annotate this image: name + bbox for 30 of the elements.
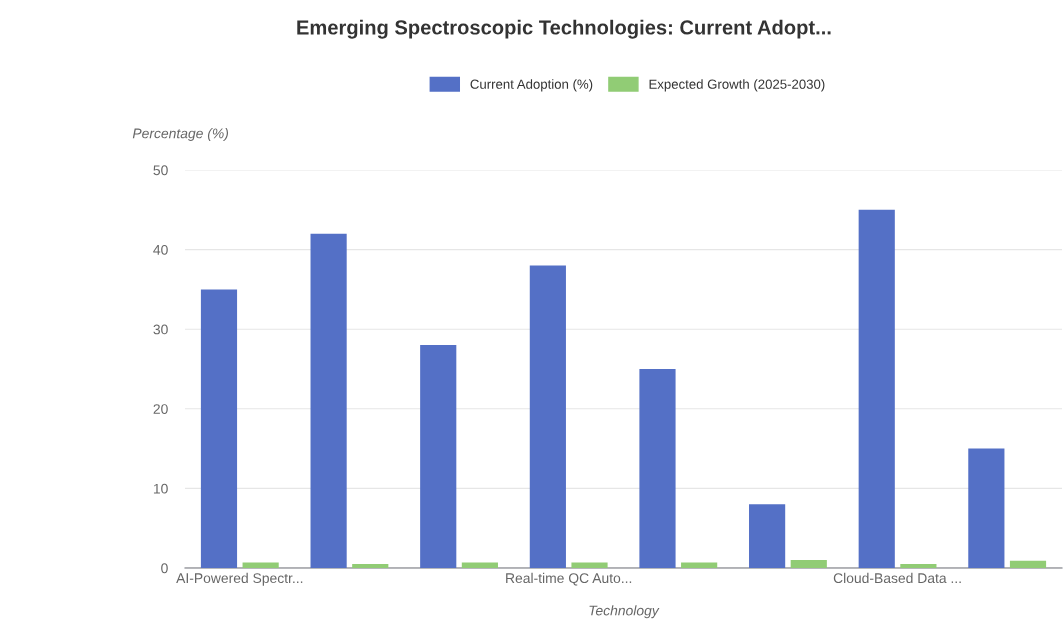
- bar: [242, 562, 279, 568]
- legend-label: Expected Growth (2025-2030): [649, 79, 825, 92]
- bar: [900, 564, 937, 568]
- bar: [420, 345, 457, 568]
- x-axis-title: Technology: [589, 605, 660, 619]
- x-tick-label: Cloud-Based Data ...: [833, 572, 961, 584]
- bar: [858, 209, 895, 568]
- chart-title: Emerging Spectroscopic Technologies: Current Adopt...: [297, 19, 831, 39]
- bar: [968, 448, 1005, 568]
- bar: [790, 560, 827, 568]
- bar: [1009, 560, 1047, 568]
- y-tick-label: 0: [161, 563, 168, 574]
- bar: [461, 562, 498, 568]
- y-tick-label: 40: [153, 244, 168, 255]
- bar: [200, 289, 238, 568]
- bar: [352, 564, 389, 568]
- legend-label: Current Adoption (%): [470, 79, 593, 92]
- bar: [571, 562, 608, 568]
- x-tick-label: Real-time QC Auto...: [506, 572, 632, 586]
- bar: [681, 562, 718, 568]
- bar: [310, 233, 347, 568]
- y-tick-label: 30: [153, 324, 168, 335]
- x-tick-label: AI-Powered Spectr...: [176, 572, 303, 586]
- y-tick-label: 20: [153, 404, 168, 414]
- y-tick-label: 50: [153, 165, 168, 176]
- bar: [529, 265, 566, 568]
- bar: [749, 504, 786, 568]
- bar: [639, 369, 676, 568]
- y-tick-label: 10: [153, 483, 168, 494]
- y-axis-title: Percentage (%): [132, 128, 229, 142]
